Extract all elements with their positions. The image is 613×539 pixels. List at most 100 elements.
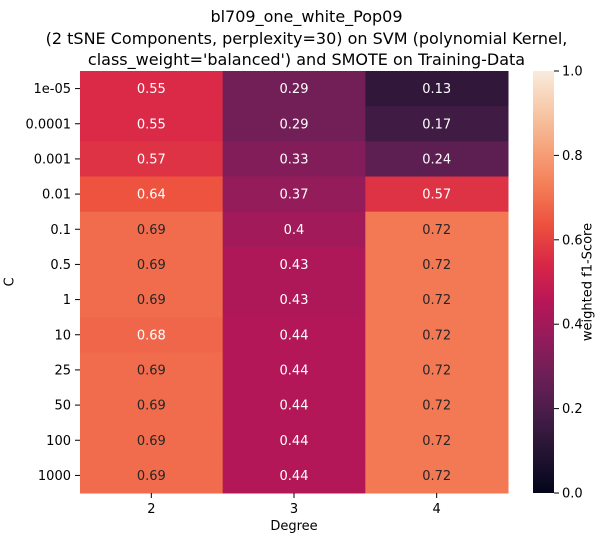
- cell-value-label: 0.44: [280, 434, 309, 449]
- colorbar: 0.0 0.2 0.4 0.6 0.8 1.0: [533, 65, 583, 502]
- y-tick-label: 1000: [38, 469, 71, 484]
- heatmap-cell: [365, 352, 509, 388]
- x-axis-label: Degree: [270, 519, 318, 534]
- heatmap-cell: [365, 422, 509, 459]
- chart-title-line-1: bl709_one_white_Pop09: [210, 7, 403, 26]
- cell-value-label: 0.72: [422, 363, 451, 378]
- y-tick-label: 0.5: [50, 258, 71, 273]
- y-tick-label: 50: [54, 399, 71, 414]
- cell-value-label: 0.44: [280, 469, 309, 484]
- chart-title-line-3: class_weight='balanced') and SMOTE on Tr…: [87, 50, 526, 69]
- heatmap-cell: [222, 352, 366, 388]
- heatmap-cell: [365, 387, 509, 424]
- x-tick-label: 4: [433, 502, 441, 517]
- heatmap-cell: [365, 457, 509, 494]
- y-tick-label: 0.01: [42, 188, 71, 203]
- colorbar-label: weighted f1-Score: [580, 222, 596, 342]
- x-tick-label: 2: [147, 502, 155, 517]
- y-tick-label: 0.0001: [26, 117, 72, 132]
- colorbar-tick-label: 0.2: [562, 402, 583, 417]
- colorbar-tick-label: 0.0: [562, 487, 583, 502]
- heatmap-cell: [222, 457, 366, 494]
- cell-value-label: 0.57: [422, 188, 451, 203]
- heatmap-cell: [80, 176, 224, 213]
- cell-value-label: 0.57: [137, 152, 166, 167]
- heatmap-cell: [365, 106, 509, 142]
- y-axis-label: C: [2, 277, 18, 287]
- cell-value-label: 0.72: [422, 328, 451, 343]
- colorbar-tick-label: 1.0: [562, 65, 583, 80]
- heatmap-cell: [222, 176, 366, 213]
- cell-value-label: 0.17: [422, 117, 451, 132]
- colorbar-gradient: [533, 71, 554, 493]
- cell-value-label: 0.13: [422, 82, 451, 97]
- cell-value-label: 0.44: [280, 328, 309, 343]
- heatmap-cell: [365, 71, 509, 107]
- heatmap-cells: 0.55 0.29 0.13 0.55 0.29 0.17 0.57 0.33 0.24 0.64…: [80, 71, 509, 494]
- cell-value-label: 0.43: [280, 293, 309, 308]
- cell-value-label: 0.55: [137, 117, 166, 132]
- cell-value-label: 0.37: [280, 188, 309, 203]
- colorbar-tick-label: 0.4: [562, 318, 583, 333]
- heatmap-cell: [222, 106, 366, 142]
- cell-value-label: 0.29: [280, 117, 309, 132]
- cell-value-label: 0.69: [137, 399, 166, 414]
- cell-value-label: 0.72: [422, 434, 451, 449]
- heatmap-cell: [365, 211, 509, 248]
- cell-value-label: 0.24: [422, 152, 451, 167]
- cell-value-label: 0.72: [422, 258, 451, 273]
- cell-value-label: 0.29: [280, 82, 309, 97]
- chart-title-line-2: (2 tSNE Components, perplexity=30) on SV…: [45, 29, 568, 48]
- heatmap-cell: [222, 211, 366, 248]
- heatmap-cell: [222, 141, 366, 177]
- heatmap-cell: [80, 71, 224, 107]
- heatmap-cell: [80, 106, 224, 142]
- cell-value-label: 0.69: [137, 434, 166, 449]
- heatmap-cell: [222, 282, 366, 318]
- cell-value-label: 0.4: [284, 223, 305, 238]
- cell-value-label: 0.64: [137, 188, 166, 203]
- cell-value-label: 0.69: [137, 293, 166, 308]
- heatmap-cell: [80, 246, 224, 283]
- cell-value-label: 0.33: [280, 152, 309, 167]
- cell-value-label: 0.55: [137, 82, 166, 97]
- heatmap-cell: [80, 422, 224, 459]
- y-tick-label: 0.001: [34, 152, 71, 167]
- heatmap-cell: [80, 211, 224, 248]
- y-tick-label: 1: [63, 293, 71, 308]
- cell-value-label: 0.69: [137, 469, 166, 484]
- heatmap-cell: [222, 422, 366, 459]
- heatmap-cell: [222, 387, 366, 424]
- y-tick-label: 100: [46, 434, 71, 449]
- heatmap-cell: [80, 282, 224, 318]
- y-tick-label: 25: [54, 363, 71, 378]
- cell-value-label: 0.72: [422, 223, 451, 238]
- x-tick-labels: 2 3 4: [147, 493, 441, 517]
- cell-value-label: 0.44: [280, 363, 309, 378]
- heatmap-cell: [222, 246, 366, 283]
- cell-value-label: 0.68: [137, 328, 166, 343]
- heatmap-cell: [222, 71, 366, 107]
- heatmap-cell: [365, 317, 509, 353]
- y-tick-labels: 1e-05 0.0001 0.001 0.01 0.1 0.5 1 10 25 50 100 1000: [26, 82, 80, 484]
- colorbar-tick-label: 0.8: [562, 149, 583, 164]
- heatmap-cell: [365, 246, 509, 283]
- heatmap-cell: [365, 282, 509, 318]
- heatmap-cell: [365, 141, 509, 177]
- y-tick-label: 10: [54, 328, 71, 343]
- y-tick-label: 0.1: [50, 223, 71, 238]
- y-tick-label: 1e-05: [33, 82, 71, 97]
- cell-value-label: 0.69: [137, 223, 166, 238]
- x-tick-label: 3: [290, 502, 298, 517]
- heatmap-cell: [80, 317, 224, 353]
- cell-value-label: 0.69: [137, 363, 166, 378]
- heatmap-cell: [80, 141, 224, 177]
- heatmap-cell: [222, 317, 366, 353]
- heatmap-cell: [80, 352, 224, 388]
- cell-value-label: 0.72: [422, 469, 451, 484]
- heatmap-cell: [365, 176, 509, 213]
- colorbar-tick-label: 0.6: [562, 233, 583, 248]
- heatmap-cell: [80, 387, 224, 424]
- cell-value-label: 0.69: [137, 258, 166, 273]
